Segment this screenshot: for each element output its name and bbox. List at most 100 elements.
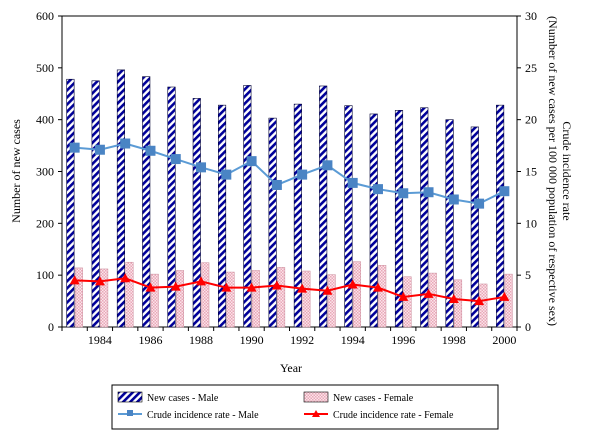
point-female-rate-1994 [347, 279, 358, 289]
point-male-rate-1993 [322, 160, 333, 171]
bar-male-1988 [192, 98, 201, 328]
point-female-rate-1995 [372, 282, 383, 292]
bar-male-1984 [91, 80, 100, 328]
bar-male-1990 [243, 85, 252, 328]
point-female-rate-1999 [474, 296, 485, 306]
point-female-rate-2000 [499, 291, 510, 301]
bar-female-1983 [74, 267, 83, 328]
bar-male-1997 [420, 107, 429, 328]
legend-label-male-bars: New cases - Male [147, 393, 219, 404]
legend-marker-male-line [127, 410, 133, 416]
left-tick-label-300: 300 [36, 165, 54, 179]
bar-female-1994 [352, 261, 361, 328]
point-female-rate-1998 [448, 294, 459, 304]
x-tick-label-1988: 1988 [189, 333, 213, 347]
point-female-rate-1983 [69, 275, 80, 285]
bar-female-1985 [125, 261, 134, 328]
bar-female-1987 [176, 270, 184, 328]
point-female-rate-1984 [94, 276, 105, 286]
legend-box [111, 384, 499, 430]
bar-female-1984 [100, 268, 109, 328]
point-female-rate-1990 [246, 282, 257, 292]
plot-frame [61, 15, 518, 328]
point-male-rate-2000 [499, 186, 510, 197]
legend-marker-female-line [312, 410, 320, 417]
point-male-rate-1998 [448, 194, 459, 205]
bar-male-1996 [394, 110, 404, 328]
x-tick-label-1990: 1990 [240, 333, 264, 347]
left-tick-label-600: 600 [36, 9, 54, 23]
point-male-rate-1999 [474, 198, 485, 209]
bar-male-1991 [268, 117, 277, 328]
point-male-rate-1984 [94, 144, 105, 155]
point-female-rate-1997 [423, 288, 434, 298]
bar-female-1996 [403, 276, 412, 328]
bar-male-1985 [116, 69, 125, 328]
bar-female-1989 [226, 271, 235, 328]
right-axis-title-line2: (Number of new cases per 100 000 populat… [546, 16, 560, 326]
x-tick-label-1994: 1994 [341, 333, 365, 347]
point-male-rate-1988 [196, 162, 207, 173]
x-tick-label-2000: 2000 [492, 333, 516, 347]
x-axis-title: Year [280, 361, 302, 375]
bar-male-1989 [218, 104, 227, 328]
legend: New cases - Male New cases - Female Crud… [111, 384, 499, 430]
left-tick-label-200: 200 [36, 216, 54, 230]
left-axis-title: Number of new cases [9, 119, 23, 223]
bars-layer [66, 69, 513, 328]
lines-layer [69, 138, 510, 306]
bar-male-1994 [344, 105, 353, 328]
right-tick-label-25: 25 [525, 61, 537, 75]
point-female-rate-1986 [145, 282, 156, 292]
left-tick-label-400: 400 [36, 113, 54, 127]
point-male-rate-1983 [69, 142, 80, 153]
point-male-rate-1991 [271, 179, 282, 190]
x-tick-label-1996: 1996 [391, 333, 415, 347]
point-female-rate-1988 [196, 276, 207, 286]
bar-male-1999 [470, 126, 479, 328]
point-female-rate-1992 [297, 283, 308, 293]
bar-female-1998 [454, 279, 463, 328]
legend-label-female-bars: New cases - Female [333, 393, 414, 404]
x-tick-label-1986: 1986 [138, 333, 162, 347]
legend-label-male-line: Crude incidence rate - Male [147, 410, 259, 421]
bar-male-1986 [142, 76, 151, 328]
point-male-rate-1995 [372, 184, 383, 195]
point-male-rate-1985 [120, 138, 131, 149]
right-tick-label-5: 5 [525, 268, 531, 282]
plot-area [61, 15, 518, 328]
point-male-rate-1996 [398, 188, 409, 199]
bar-female-1990 [251, 270, 260, 328]
legend-swatch-male-bars [117, 391, 143, 403]
point-female-rate-1996 [398, 291, 409, 301]
point-male-rate-1989 [221, 169, 232, 180]
point-female-rate-1989 [221, 282, 232, 292]
x-tick-label-1992: 1992 [290, 333, 314, 347]
x-tick-label-1998: 1998 [442, 333, 466, 347]
legend-label-female-line: Crude incidence rate - Female [333, 410, 454, 421]
bar-male-1995 [369, 113, 378, 328]
right-tick-label-0: 0 [525, 320, 531, 334]
bar-female-1991 [277, 267, 286, 328]
left-tick-label-0: 0 [48, 320, 54, 334]
bar-male-1993 [319, 85, 328, 328]
bar-female-1992 [302, 270, 311, 328]
point-female-rate-1991 [271, 280, 282, 290]
point-male-rate-1990 [246, 156, 257, 167]
legend-swatch-female-bars [303, 391, 329, 403]
axes-layer: 0 100 200 300 400 500 600 0 5 10 15 20 25 30 1984 1986 1… [36, 9, 537, 347]
bar-female-1993 [327, 274, 336, 328]
bar-female-1995 [378, 265, 387, 328]
bar-male-1992 [293, 103, 302, 328]
point-female-rate-1985 [120, 273, 131, 283]
bar-male-1998 [445, 119, 454, 328]
line-female-rate [74, 277, 505, 303]
point-female-rate-1993 [322, 285, 333, 295]
bar-male-1987 [167, 86, 176, 328]
right-axis-title-line1: Crude incidence rate [560, 121, 574, 220]
right-tick-label-15: 15 [525, 165, 537, 179]
left-tick-label-100: 100 [36, 268, 54, 282]
x-tick-label-1984: 1984 [88, 333, 112, 347]
right-tick-label-20: 20 [525, 113, 537, 127]
point-male-rate-1997 [423, 187, 434, 198]
